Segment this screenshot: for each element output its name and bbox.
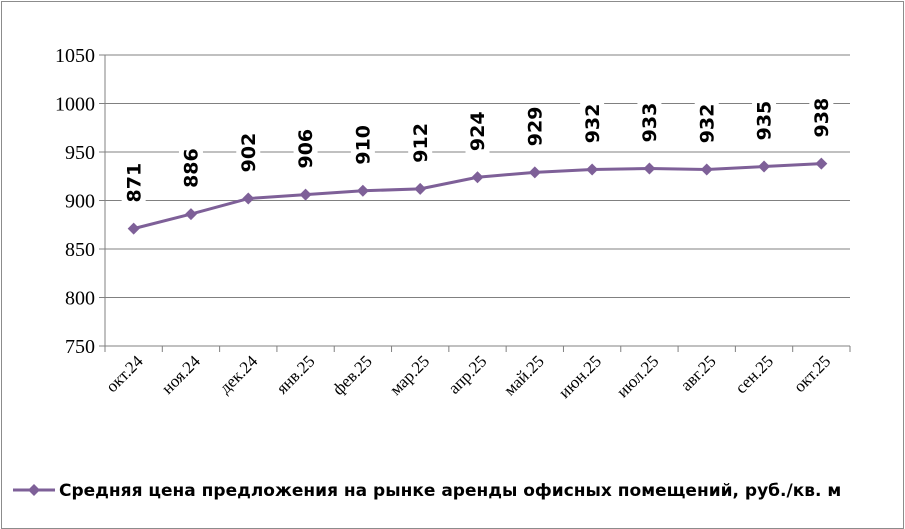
data-label: 924 — [467, 111, 489, 151]
data-label-bg — [121, 160, 146, 205]
x-tick-label: сен.25 — [731, 352, 777, 398]
data-label: 902 — [238, 133, 260, 173]
data-label-bg — [350, 122, 375, 167]
data-label-bg — [809, 95, 834, 140]
data-point-marker — [471, 171, 484, 184]
data-label: 932 — [582, 104, 604, 144]
data-point-marker — [299, 188, 312, 201]
x-tick-label: июн.25 — [555, 352, 605, 402]
data-label-bg — [580, 101, 605, 146]
x-tick-label: ноя.24 — [158, 351, 205, 398]
gridlines — [105, 54, 850, 298]
data-label: 932 — [696, 104, 718, 144]
data-label-bg — [178, 146, 203, 191]
axes — [99, 54, 851, 352]
data-label-bg — [465, 109, 490, 154]
data-point-marker — [356, 184, 369, 197]
data-point-marker — [815, 157, 828, 170]
data-point-marker — [528, 166, 541, 179]
data-label: 906 — [295, 129, 317, 169]
data-label-bg — [694, 101, 719, 146]
y-tick-label: 950 — [65, 142, 95, 164]
data-labels: 871 886 902 906 910 912 924 929 932 933 932 935 938 — [121, 95, 834, 205]
data-point-marker — [414, 182, 427, 195]
data-label-bg — [293, 126, 318, 171]
x-tick-label: окт.25 — [790, 352, 835, 397]
data-label: 871 — [123, 163, 145, 203]
data-point-marker — [643, 162, 656, 175]
x-tick-label: янв.25 — [273, 352, 319, 398]
y-tick-label: 1050 — [55, 45, 95, 67]
y-tick-label: 850 — [65, 239, 95, 261]
x-tick-label: дек.24 — [216, 351, 262, 397]
legend-label: Средняя цена предложения на рынке аренды… — [59, 481, 841, 501]
data-label-bg — [408, 120, 433, 165]
data-label: 935 — [754, 101, 776, 141]
data-label-bg — [752, 98, 777, 143]
legend-marker-swatch — [28, 484, 40, 496]
data-point-marker — [242, 192, 255, 205]
x-tick-label: апр.25 — [444, 352, 490, 398]
series-line — [127, 157, 828, 235]
data-label: 938 — [811, 98, 833, 138]
x-tick-label: фев.25 — [329, 352, 376, 399]
y-tick-label: 800 — [65, 288, 95, 310]
x-tick-label: окт.24 — [102, 351, 147, 396]
data-point-marker — [758, 160, 771, 173]
data-point-marker — [700, 163, 713, 176]
legend: Средняя цена предложения на рынке аренды… — [13, 481, 841, 501]
data-label: 886 — [181, 148, 203, 188]
data-label-bg — [236, 130, 261, 175]
data-point-marker — [184, 208, 197, 221]
data-label: 929 — [524, 107, 546, 147]
data-label-bg — [637, 100, 662, 145]
x-tick-label: май.25 — [500, 352, 548, 400]
y-axis-ticks: 750 800 850 900 950 1000 1050 — [55, 45, 95, 358]
y-tick-label: 900 — [65, 191, 95, 213]
data-point-marker — [586, 163, 599, 176]
data-point-marker — [127, 222, 140, 235]
data-label: 910 — [353, 125, 375, 165]
x-tick-label: авг.25 — [677, 352, 720, 395]
data-label: 912 — [410, 123, 432, 163]
x-axis-ticks: окт.24 ноя.24 дек.24 янв.25 фев.25 мар.25 апр.… — [102, 351, 834, 402]
y-tick-label: 1000 — [55, 94, 95, 116]
x-tick-label: мар.25 — [386, 352, 433, 399]
x-tick-label: июл.25 — [613, 352, 663, 402]
y-tick-label: 750 — [65, 336, 95, 358]
data-label-bg — [522, 104, 547, 149]
data-label: 933 — [639, 103, 661, 143]
